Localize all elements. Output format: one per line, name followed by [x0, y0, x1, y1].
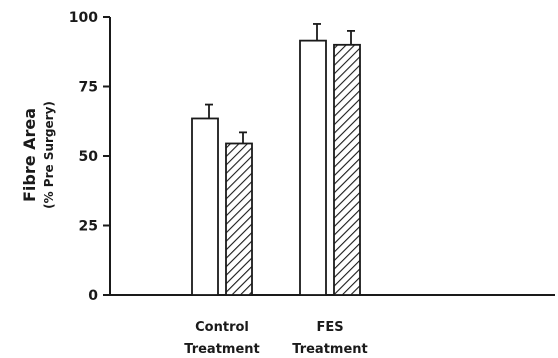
y-tick-label-0: 0: [88, 288, 98, 304]
y-axis-label: Fibre Area: [20, 108, 39, 202]
y-tick-label-1: 25: [79, 219, 98, 235]
y-tick-label-3: 75: [79, 80, 98, 96]
x-category-label-1-0: FES: [316, 320, 343, 335]
bar-s1-c1: [333, 43, 361, 296]
y-axis-sublabel: (% Pre Surgery): [42, 101, 56, 209]
x-category-label-1-1: Treatment: [292, 342, 368, 357]
x-category-label-0-1: Treatment: [184, 342, 260, 357]
x-category-label-0-0: Control: [195, 320, 249, 335]
y-tick-label-4: 100: [69, 10, 98, 26]
bar-s0-c1: [299, 39, 327, 296]
bar-s1-c0: [225, 142, 253, 296]
y-tick-label-2: 50: [79, 149, 99, 165]
bar-s0-c0: [191, 117, 219, 296]
